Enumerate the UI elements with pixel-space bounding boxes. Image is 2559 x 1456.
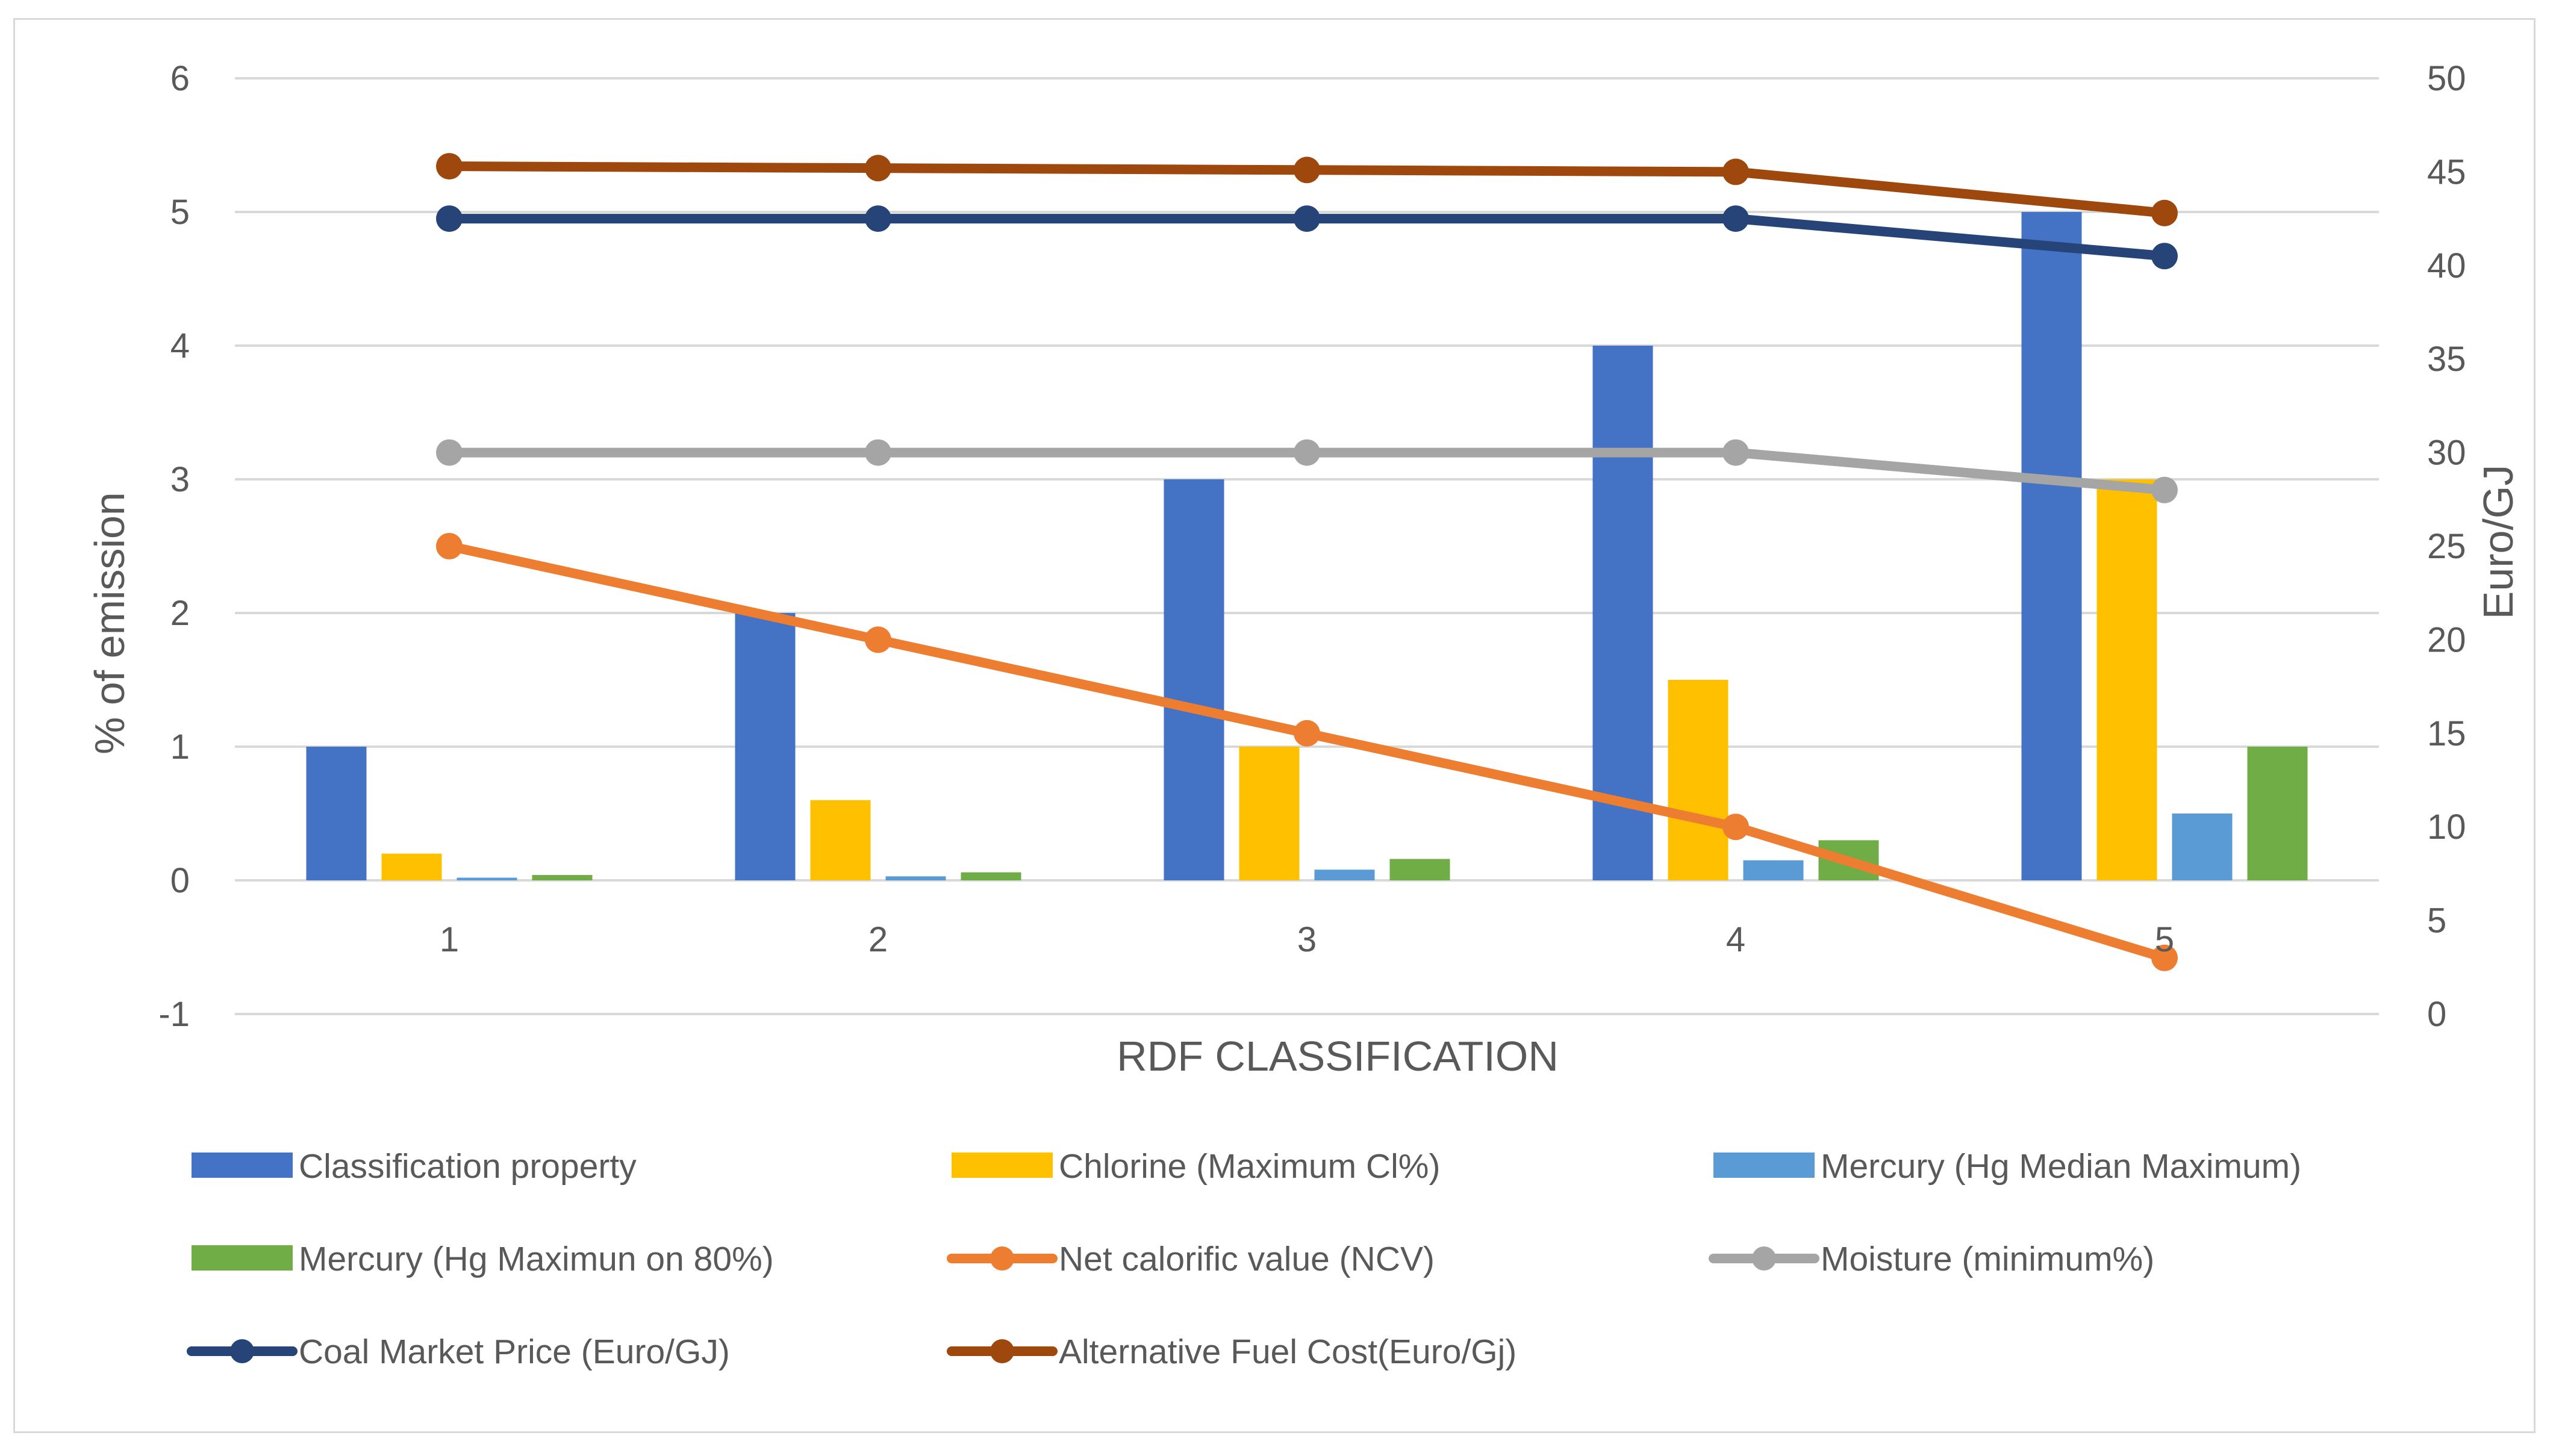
legend-swatch-chlorine-maximum-cl	[952, 1153, 1053, 1178]
bar-mercury-hg-maximun-on-80	[1389, 859, 1450, 880]
legend-label-moisture-minimum: Moisture (minimum%)	[1821, 1240, 2154, 1278]
y-axis-ticks: -1 0 1 2 3 4 5 6	[158, 59, 190, 1034]
y-tick-label: 0	[170, 861, 190, 900]
bar-mercury-hg-median-maximum	[1743, 860, 1804, 880]
x-tick-label: 4	[1726, 920, 1745, 959]
point-net-calorific-value-ncv	[865, 626, 891, 653]
point-net-calorific-value-ncv	[1294, 720, 1320, 747]
point-alternative-fuel-cost-euro-gj	[436, 153, 463, 180]
bar-classification-property	[1164, 479, 1224, 880]
point-coal-market-price-euro-gj	[865, 205, 891, 232]
bar-classification-property	[306, 747, 367, 880]
y2-axis-ticks: 0 5 10 15 20 25 30 35 40 45 50	[2427, 59, 2466, 1034]
bar-classification-property	[2021, 212, 2082, 880]
point-moisture-minimum	[1294, 439, 1320, 466]
line-series	[436, 153, 2178, 971]
bar-mercury-hg-maximun-on-80	[961, 872, 1021, 880]
y2-tick-label: 40	[2427, 246, 2466, 285]
legend-label-coal-market-price-euro-gj: Coal Market Price (Euro/GJ)	[299, 1333, 730, 1371]
point-alternative-fuel-cost-euro-gj	[2151, 199, 2178, 226]
point-moisture-minimum	[1722, 439, 1749, 466]
legend-marker-moisture-minimum	[1752, 1246, 1776, 1271]
legend-label-alternative-fuel-cost-euro-gj: Alternative Fuel Cost(Euro/Gj)	[1059, 1333, 1516, 1371]
bar-mercury-hg-median-maximum	[2172, 814, 2233, 880]
bar-series	[306, 212, 2308, 880]
y2-tick-label: 0	[2427, 995, 2446, 1034]
y-tick-label: 4	[170, 326, 190, 366]
y-axis-title: % of emission	[86, 492, 133, 754]
y2-axis-title: Euro/GJ	[2475, 465, 2522, 620]
y2-tick-label: 15	[2427, 714, 2466, 753]
y2-tick-label: 10	[2427, 807, 2466, 847]
legend-marker-alternative-fuel-cost-euro-gj	[990, 1339, 1014, 1363]
bar-chlorine-maximum-cl	[810, 800, 871, 880]
point-moisture-minimum	[436, 439, 463, 466]
y-tick-label: 5	[170, 193, 190, 232]
y-tick-label: 1	[170, 727, 190, 767]
y-tick-label: -1	[158, 995, 190, 1034]
point-net-calorific-value-ncv	[2151, 944, 2178, 971]
y2-tick-label: 35	[2427, 340, 2466, 379]
bar-classification-property	[735, 613, 796, 880]
point-coal-market-price-euro-gj	[1294, 205, 1320, 232]
bar-chlorine-maximum-cl	[1239, 747, 1300, 880]
bar-chlorine-maximum-cl	[1668, 680, 1728, 880]
y-tick-label: 6	[170, 59, 190, 98]
y2-tick-label: 30	[2427, 434, 2466, 473]
legend-label-classification-property: Classification property	[299, 1147, 637, 1186]
legend-label-mercury-hg-maximun-on-80: Mercury (Hg Maximun on 80%)	[299, 1240, 774, 1278]
y2-tick-label: 45	[2427, 152, 2466, 191]
point-alternative-fuel-cost-euro-gj	[1294, 157, 1320, 184]
legend-swatch-mercury-hg-maximun-on-80	[192, 1245, 293, 1271]
y2-tick-label: 20	[2427, 620, 2466, 659]
x-tick-label: 1	[440, 920, 459, 959]
point-coal-market-price-euro-gj	[1722, 205, 1749, 232]
x-axis-title: RDF CLASSIFICATION	[1117, 1033, 1559, 1080]
x-axis-ticks: 1 2 3 4 5	[440, 920, 2174, 959]
legend-marker-coal-market-price-euro-gj	[230, 1339, 254, 1363]
legend-label-net-calorific-value-ncv: Net calorific value (NCV)	[1059, 1240, 1435, 1278]
legend-label-mercury-hg-median-maximum: Mercury (Hg Median Maximum)	[1821, 1147, 2301, 1186]
bar-chlorine-maximum-cl	[2096, 479, 2157, 880]
legend: Classification property Chlorine (Maximum…	[187, 1147, 2301, 1371]
point-alternative-fuel-cost-euro-gj	[865, 155, 891, 182]
bar-mercury-hg-maximun-on-80	[532, 875, 593, 880]
y2-tick-label: 25	[2427, 527, 2466, 566]
x-tick-label: 5	[2155, 920, 2174, 959]
bar-mercury-hg-median-maximum	[457, 877, 517, 880]
bar-mercury-hg-median-maximum	[1314, 870, 1375, 880]
point-moisture-minimum	[865, 439, 891, 466]
point-moisture-minimum	[2151, 476, 2178, 503]
y-tick-label: 2	[170, 594, 190, 633]
bar-classification-property	[1592, 346, 1653, 880]
point-coal-market-price-euro-gj	[436, 205, 463, 232]
line-net-calorific-value-ncv	[444, 541, 2169, 963]
legend-marker-net-calorific-value-ncv	[990, 1246, 1014, 1271]
x-tick-label: 2	[868, 920, 888, 959]
point-net-calorific-value-ncv	[1722, 814, 1749, 841]
point-net-calorific-value-ncv	[436, 533, 463, 559]
y2-tick-label: 5	[2427, 901, 2446, 941]
legend-swatch-classification-property	[192, 1153, 293, 1178]
y2-tick-label: 50	[2427, 59, 2466, 98]
bar-mercury-hg-maximun-on-80	[2247, 747, 2308, 880]
legend-label-chlorine-maximum-cl: Chlorine (Maximum Cl%)	[1059, 1147, 1440, 1186]
legend-swatch-mercury-hg-median-maximum	[1713, 1153, 1815, 1178]
bar-mercury-hg-median-maximum	[885, 876, 946, 880]
point-coal-market-price-euro-gj	[2151, 243, 2178, 270]
x-tick-label: 3	[1297, 920, 1317, 959]
bar-chlorine-maximum-cl	[381, 853, 442, 880]
y-tick-label: 3	[170, 460, 190, 499]
point-alternative-fuel-cost-euro-gj	[1722, 158, 1749, 185]
